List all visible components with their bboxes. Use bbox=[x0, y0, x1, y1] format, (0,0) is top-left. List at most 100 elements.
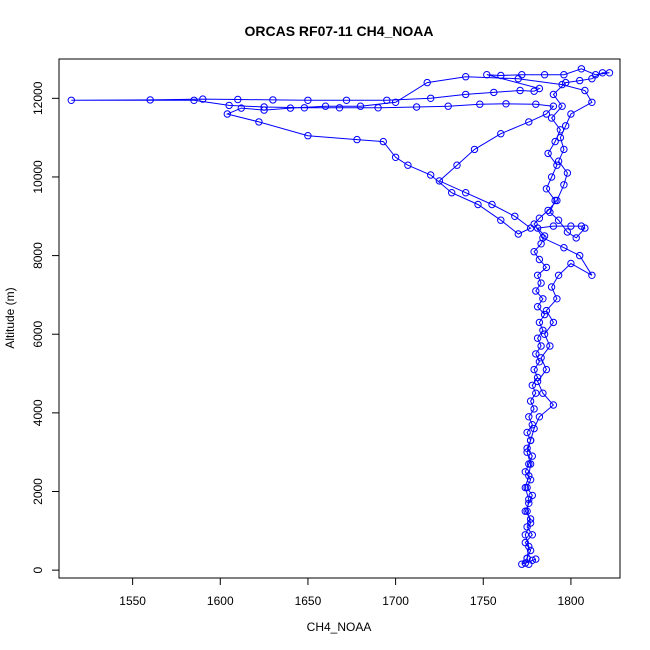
data-point bbox=[535, 318, 544, 327]
data-point bbox=[237, 104, 246, 112]
data-point bbox=[528, 381, 536, 389]
data-point bbox=[521, 531, 529, 539]
data-point bbox=[526, 460, 535, 468]
data-point bbox=[567, 222, 575, 230]
plot-frame bbox=[58, 58, 621, 579]
data-point bbox=[554, 216, 563, 224]
data-point bbox=[474, 200, 482, 209]
data-point bbox=[391, 98, 400, 107]
data-point bbox=[532, 287, 540, 295]
data-point bbox=[497, 130, 505, 138]
data-point bbox=[533, 377, 542, 386]
data-point bbox=[497, 71, 505, 80]
data-point bbox=[549, 222, 558, 230]
data-point bbox=[528, 421, 536, 429]
data-point bbox=[269, 96, 277, 104]
x-tick-label: 1650 bbox=[295, 594, 322, 608]
x-tick-label: 1800 bbox=[558, 594, 585, 608]
data-point bbox=[535, 358, 544, 366]
data-point bbox=[535, 214, 544, 222]
data-point bbox=[199, 95, 207, 103]
data-point bbox=[539, 326, 547, 334]
data-point bbox=[335, 104, 344, 112]
data-point bbox=[537, 279, 545, 287]
data-point bbox=[462, 73, 470, 81]
data-point bbox=[577, 65, 586, 73]
data-point bbox=[523, 444, 531, 452]
data-point bbox=[223, 110, 232, 118]
data-point bbox=[547, 173, 556, 181]
data-point bbox=[448, 189, 456, 197]
data-point bbox=[470, 145, 479, 154]
data-point bbox=[539, 234, 547, 242]
data-point bbox=[598, 69, 607, 77]
data-point bbox=[560, 71, 568, 79]
data-point bbox=[514, 75, 522, 83]
data-point bbox=[542, 306, 551, 315]
data-point bbox=[591, 71, 600, 79]
data-point bbox=[535, 413, 544, 421]
data-point bbox=[532, 555, 540, 563]
data-point bbox=[581, 86, 589, 95]
y-tick-label: 12000 bbox=[31, 81, 45, 115]
data-point bbox=[530, 87, 538, 95]
data-point bbox=[304, 96, 312, 105]
data-point bbox=[562, 78, 570, 87]
data-point bbox=[525, 542, 533, 551]
data-point bbox=[321, 102, 330, 110]
data-point bbox=[605, 69, 614, 77]
series-layer bbox=[67, 65, 614, 568]
data-point bbox=[533, 373, 542, 382]
data-point bbox=[588, 98, 596, 107]
data-point bbox=[526, 436, 535, 445]
data-point bbox=[516, 86, 524, 95]
data-point bbox=[488, 200, 496, 209]
data-point bbox=[576, 251, 584, 260]
data-point bbox=[560, 244, 568, 252]
data-point bbox=[549, 318, 558, 327]
data-point bbox=[514, 230, 522, 238]
data-point bbox=[234, 95, 242, 104]
data-point bbox=[528, 452, 536, 460]
y-tick-label: 6000 bbox=[31, 321, 45, 348]
data-point bbox=[423, 78, 431, 87]
y-tick-label: 4000 bbox=[31, 399, 45, 426]
data-point bbox=[576, 76, 584, 85]
data-point bbox=[544, 149, 552, 158]
data-point bbox=[523, 428, 531, 437]
data-point bbox=[300, 104, 309, 112]
data-point bbox=[379, 137, 387, 146]
data-point bbox=[526, 519, 535, 527]
data-point bbox=[537, 342, 545, 350]
data-point bbox=[567, 259, 575, 268]
data-point bbox=[427, 171, 435, 179]
data-point bbox=[391, 153, 400, 162]
data-point bbox=[556, 126, 565, 134]
data-point bbox=[523, 507, 531, 515]
x-axis: 1550 1600 1650 1700 1750 1800 bbox=[119, 578, 585, 608]
data-point bbox=[544, 206, 552, 215]
data-point bbox=[549, 90, 558, 99]
y-tick-label: 10000 bbox=[31, 160, 45, 194]
data-point bbox=[525, 413, 533, 421]
data-point bbox=[497, 216, 505, 224]
data-point bbox=[539, 389, 547, 397]
data-point bbox=[412, 103, 421, 111]
data-point bbox=[530, 365, 538, 374]
data-point bbox=[563, 228, 572, 236]
data-point bbox=[462, 189, 470, 197]
data-point bbox=[553, 295, 561, 303]
data-point bbox=[525, 118, 533, 126]
data-point bbox=[532, 389, 540, 397]
x-tick-label: 1550 bbox=[119, 594, 146, 608]
data-point bbox=[553, 196, 561, 205]
y-axis-label: Altitude (m) bbox=[3, 287, 17, 348]
x-axis-label: CH4_NOAA bbox=[307, 620, 372, 634]
data-point bbox=[526, 515, 535, 523]
data-point bbox=[523, 554, 531, 562]
data-point bbox=[528, 556, 536, 564]
data-point bbox=[526, 397, 535, 405]
data-point bbox=[542, 185, 551, 193]
data-point bbox=[549, 401, 558, 409]
